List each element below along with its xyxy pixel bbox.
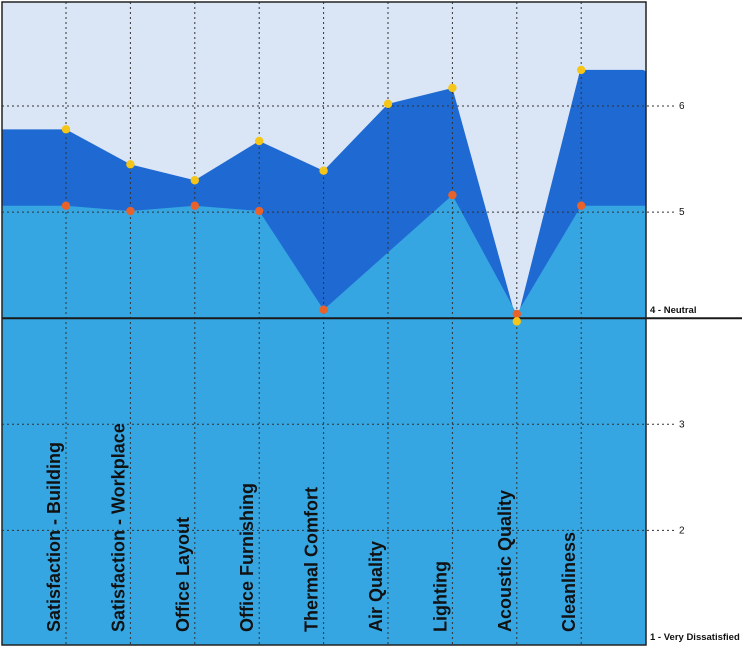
category-label: Cleanliness — [559, 532, 579, 632]
category-label: Thermal Comfort — [302, 487, 322, 632]
y-tick-label: 3 — [679, 419, 685, 430]
category-label: Lighting — [430, 561, 450, 632]
data-point-upper — [448, 83, 457, 93]
category-label: Satisfaction - Building — [44, 442, 64, 632]
data-point-lower — [190, 201, 199, 210]
category-label: Office Furnishing — [237, 483, 257, 632]
y-tick-label: 5 — [679, 207, 685, 218]
data-point-upper — [61, 125, 71, 134]
data-point-upper — [577, 65, 586, 75]
category-label: Office Layout — [173, 517, 193, 632]
data-point-lower — [319, 305, 328, 314]
data-point-lower — [577, 201, 586, 210]
plot-frame — [1, 1, 647, 646]
data-point-lower — [512, 309, 521, 319]
category-label: Acoustic Quality — [495, 490, 515, 632]
category-label: Satisfaction - Workplace — [108, 423, 128, 632]
data-point-lower — [255, 206, 264, 216]
data-point-upper — [319, 166, 328, 175]
data-point-lower — [448, 190, 457, 200]
y-tick-label: 4 - Neutral — [650, 305, 696, 316]
data-point-upper — [190, 176, 199, 185]
lower-area — [2, 195, 646, 645]
data-point-lower — [126, 206, 135, 216]
data-point-upper — [126, 160, 135, 169]
data-point-upper — [512, 317, 521, 326]
data-point-upper — [255, 136, 264, 146]
data-point-upper — [383, 99, 393, 109]
y-tick-label: 2 — [679, 525, 685, 536]
data-point-lower — [61, 201, 71, 210]
y-tick-label: 1 - Very Dissatisfied — [650, 632, 740, 643]
y-tick-label: 6 — [679, 101, 685, 112]
category-label: Air Quality — [366, 541, 386, 632]
